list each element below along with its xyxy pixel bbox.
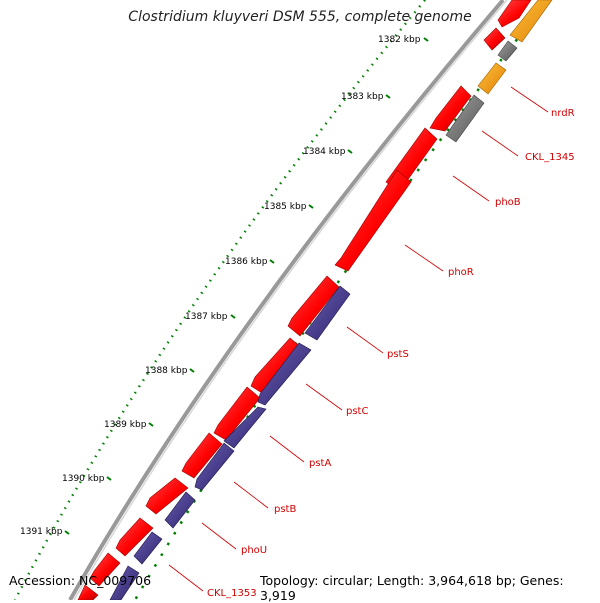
- gene-label-phoU: phoU: [241, 545, 267, 556]
- gene-arrow[interactable]: [257, 342, 312, 406]
- gene-arrow[interactable]: [287, 275, 340, 337]
- gene-label-pstS: pstS: [387, 349, 409, 360]
- tick-label: 1384 kbp: [303, 147, 346, 157]
- map-title: Clostridium kluyveri DSM 555, complete g…: [128, 9, 472, 25]
- tick-labels: 1382 kbp 1383 kbp 1384 kbp 1385 kbp 1386…: [20, 35, 421, 537]
- gene-label-phoR: phoR: [448, 267, 474, 278]
- gene-labels: nrdR CKL_1345 phoB phoR pstS pstC pstA p…: [207, 108, 575, 599]
- gene-label-CKL_1353: CKL_1353: [207, 588, 257, 599]
- gene-label-phoB: phoB: [495, 197, 521, 208]
- gene-arrow[interactable]: [334, 169, 412, 272]
- gene-arrow[interactable]: [223, 406, 267, 449]
- gene-arrow[interactable]: [445, 94, 485, 143]
- gene-arrow[interactable]: [164, 491, 196, 529]
- gene-arrow[interactable]: [194, 442, 235, 491]
- gene-arrow[interactable]: [213, 386, 261, 441]
- reverse-genes: [109, 285, 351, 600]
- tick-label: 1383 kbp: [341, 92, 384, 102]
- gene-label-pstA: pstA: [309, 458, 331, 469]
- gene-label-nrdR: nrdR: [551, 108, 575, 119]
- gene-arrow[interactable]: [115, 517, 154, 557]
- tick-label: 1382 kbp: [378, 35, 421, 45]
- tick-label: 1386 kbp: [225, 257, 268, 267]
- other-genes: [445, 40, 518, 143]
- gene-arrow[interactable]: [477, 62, 507, 95]
- gene-arrow[interactable]: [133, 531, 163, 565]
- gene-label-pstC: pstC: [346, 406, 368, 417]
- gene-label-pstB: pstB: [274, 504, 296, 515]
- tick-label: 1391 kbp: [20, 527, 63, 537]
- accession-text: Accession: NC_009706: [9, 573, 152, 588]
- gene-label-CKL_1345: CKL_1345: [525, 152, 575, 163]
- backbone-outer: [68, 0, 505, 600]
- gene-arrow[interactable]: [145, 477, 189, 515]
- genome-summary: Topology: circular; Length: 3,964,618 bp…: [260, 573, 564, 603]
- backbone-inner: [73, 0, 508, 600]
- orange-genes: [477, 0, 553, 95]
- gene-arrow[interactable]: [89, 552, 121, 587]
- gene-arrow[interactable]: [304, 285, 351, 341]
- tick-ring: [13, 0, 426, 600]
- tick-label: 1387 kbp: [185, 312, 228, 322]
- gene-arrow[interactable]: [509, 0, 553, 43]
- gene-arrow[interactable]: [181, 432, 223, 479]
- forward-genes: [77, 0, 532, 600]
- tick-label: 1390 kbp: [62, 474, 105, 484]
- gene-arrow[interactable]: [497, 0, 532, 28]
- gene-arrow[interactable]: [483, 27, 506, 51]
- tick-marks: [64, 37, 429, 535]
- gene-arrow[interactable]: [497, 40, 518, 62]
- gene-arrow[interactable]: [109, 565, 140, 600]
- gene-arrow[interactable]: [429, 85, 472, 132]
- gene-arrow[interactable]: [77, 584, 99, 600]
- label-leaders: [168, 86, 549, 592]
- tick-label: 1389 kbp: [104, 420, 147, 430]
- tick-label: 1385 kbp: [264, 202, 307, 212]
- tick-label: 1388 kbp: [145, 366, 188, 376]
